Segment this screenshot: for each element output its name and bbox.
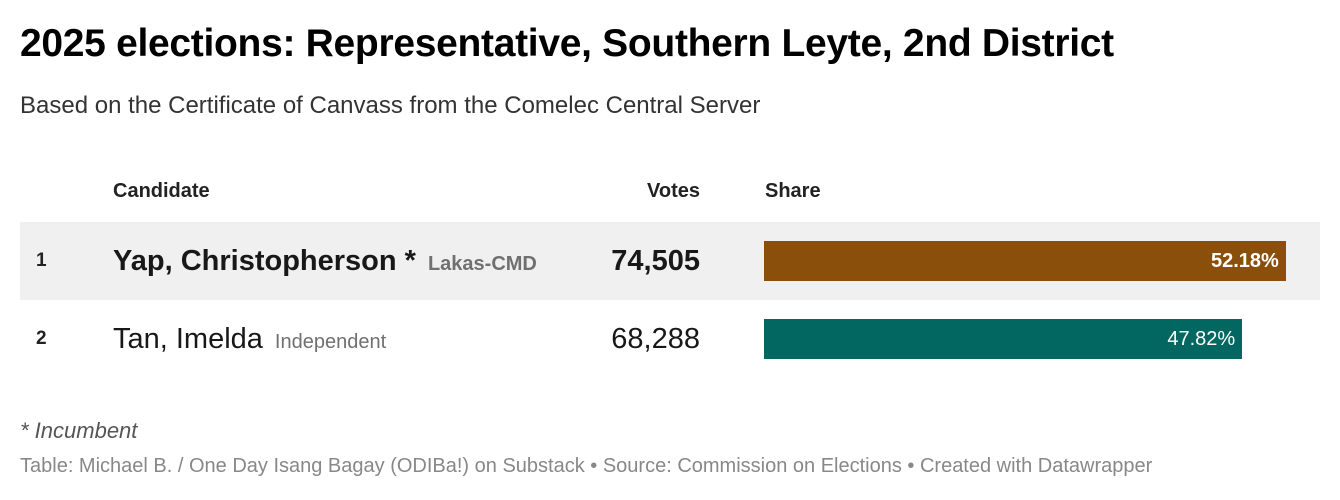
column-header-candidate: Candidate	[113, 180, 210, 202]
candidate-name: Tan, Imelda	[113, 323, 263, 355]
votes-value: 68,288	[611, 323, 700, 355]
share-bar: 52.18%	[764, 241, 1286, 281]
candidate-party: Lakas-CMD	[427, 253, 537, 275]
table-row: 1 Yap, Christopherson * Lakas-CMD 74,505 …	[20, 222, 1320, 300]
candidate-name: Yap, Christopherson *	[113, 245, 416, 277]
column-header-votes: Votes	[647, 180, 700, 202]
votes-value: 74,505	[611, 245, 700, 277]
share-bar-label: 52.18%	[1210, 250, 1279, 272]
share-bar: 47.82%	[764, 319, 1243, 359]
rank-label: 2	[36, 328, 47, 349]
candidate-cell: Yap, Christopherson * Lakas-CMD	[113, 222, 537, 305]
chart-subtitle: Based on the Certificate of Canvass from…	[20, 92, 761, 119]
chart-title: 2025 elections: Representative, Southern…	[20, 22, 1114, 65]
table-row: 2 Tan, Imelda Independent 68,288 47.82%	[20, 300, 1320, 378]
source-credit: Table: Michael B. / One Day Isang Bagay …	[20, 455, 1153, 477]
rank-label: 1	[36, 250, 47, 271]
share-bar-label: 47.82%	[1167, 328, 1236, 350]
footnote-incumbent: * Incumbent	[20, 418, 138, 443]
candidate-cell: Tan, Imelda Independent	[113, 300, 386, 383]
candidate-party: Independent	[274, 331, 387, 353]
column-header-share: Share	[765, 180, 821, 202]
